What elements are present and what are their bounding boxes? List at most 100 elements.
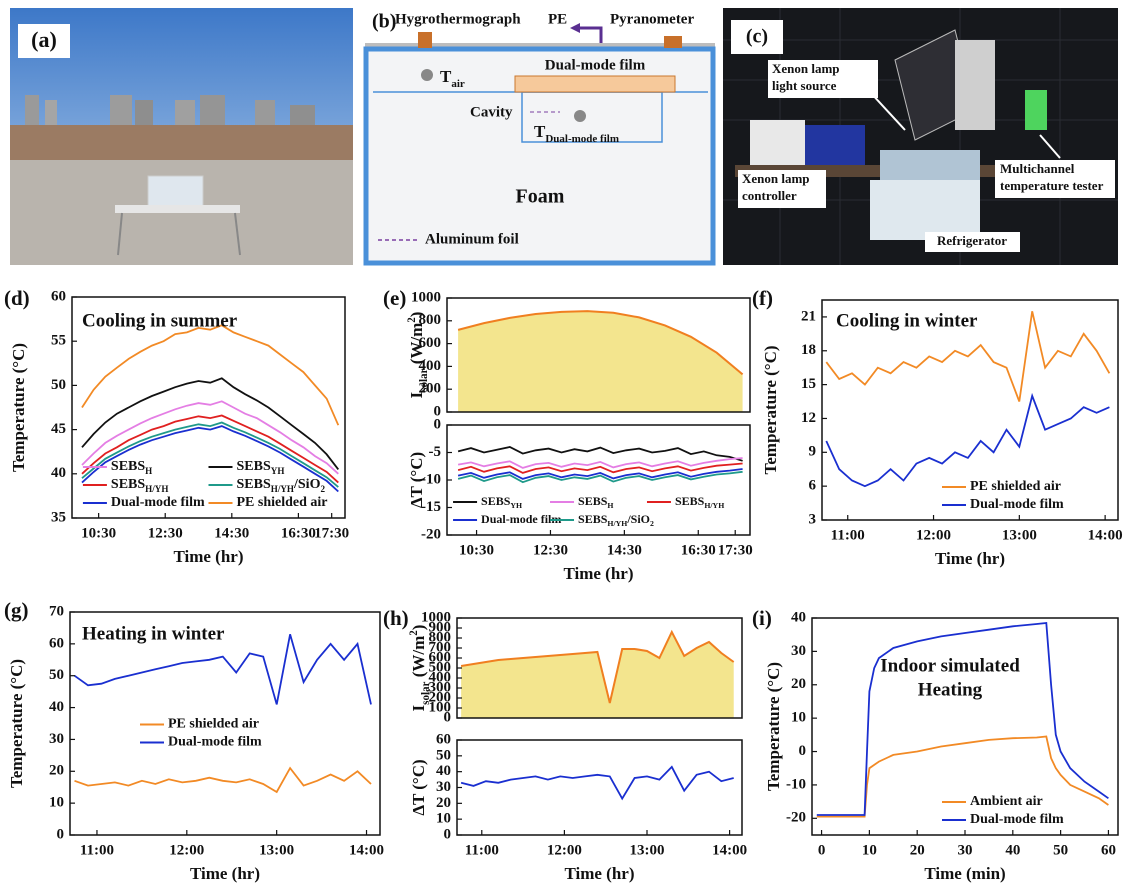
text-part: (W/m	[409, 636, 428, 682]
text-part: YH	[510, 501, 522, 510]
y-tick-label: 10	[436, 811, 451, 827]
x-tick-label: 14:30	[214, 525, 249, 541]
x-tick-label: 13:00	[259, 842, 294, 858]
panel-label: (f)	[752, 286, 773, 310]
x-tick-label: 14:00	[712, 842, 747, 858]
label: Pyranometer	[610, 11, 694, 27]
text-part: PE shielded air	[970, 479, 1061, 494]
label: light source	[772, 78, 837, 93]
line	[460, 765, 734, 801]
label: controller	[742, 188, 797, 203]
y-tick-label: 40	[791, 609, 806, 625]
text-part: H	[145, 466, 152, 476]
label: Tair	[440, 67, 465, 90]
y-tick-label: 3	[809, 511, 817, 527]
x-tick-label: 12:30	[148, 525, 183, 541]
y-tick-label: 300	[429, 679, 452, 695]
text-part: SEBS	[675, 494, 705, 508]
text-part: SEBS	[237, 477, 271, 492]
y-axis-label: Temperature (°C)	[9, 343, 28, 472]
x-axis-label: Time (hr)	[564, 864, 634, 883]
y-tick-label: -10	[786, 776, 806, 792]
line	[457, 462, 743, 474]
x-tick-label: 11:00	[831, 527, 865, 543]
y-tick-label: 800	[419, 312, 442, 328]
text-part: solar	[420, 681, 432, 704]
panel-label: (i)	[752, 606, 772, 630]
text-part: H	[607, 501, 613, 510]
label: Aluminum foil	[425, 231, 519, 247]
annotation: Cooling in winter	[836, 310, 978, 331]
plot-frame	[446, 297, 751, 413]
y-axis-label: ΔT (°C)	[407, 452, 426, 508]
y-tick-label: 30	[49, 731, 64, 747]
area	[458, 311, 743, 412]
text-part: H/YH	[704, 501, 724, 510]
text-part: Dual-mode film	[481, 512, 561, 526]
x-tick-label: 60	[1101, 842, 1116, 858]
legend-label: PE shielded air	[970, 479, 1061, 494]
y-tick-label: 800	[429, 629, 452, 645]
x-axis-label: Time (min)	[924, 864, 1005, 883]
y-tick-label: 10	[49, 795, 64, 811]
label: TDual-mode film	[534, 122, 619, 145]
label: Foam	[516, 186, 565, 208]
line	[81, 377, 340, 470]
text-part: I	[407, 391, 426, 398]
y-tick-label: 0	[57, 826, 65, 842]
label: Xenon lamp	[772, 61, 840, 76]
text-part: SEBS	[578, 494, 608, 508]
legend-label: SEBSH/YH/SiO2	[578, 512, 654, 529]
y-tick-label: -20	[421, 526, 441, 542]
annotation: Cooling in summer	[82, 310, 238, 331]
y-tick-label: 12	[801, 410, 816, 426]
legend-label: Dual-mode film	[168, 735, 262, 750]
label: Xenon lamp	[742, 171, 810, 186]
line	[825, 311, 1111, 402]
line	[816, 735, 1109, 818]
y-tick-label: 0	[434, 416, 442, 432]
plot-frame	[69, 611, 381, 836]
y-tick-label: 35	[51, 509, 66, 525]
y-tick-label: 1000	[411, 289, 441, 305]
y-tick-label: 50	[436, 747, 451, 763]
legend-label: SEBSYH	[481, 494, 522, 511]
line	[81, 414, 339, 484]
text-part: /SiO	[626, 512, 650, 526]
legend-label: SEBSH	[111, 459, 152, 476]
legend-label: SEBSH	[578, 494, 613, 511]
x-tick-label: 0	[818, 842, 826, 858]
y-tick-label: 900	[429, 619, 452, 635]
x-axis-label: Time (hr)	[173, 547, 243, 566]
y-tick-label: 9	[809, 444, 817, 460]
label: Dual-mode film	[545, 57, 646, 73]
legend-label: SEBSYH	[237, 459, 285, 476]
text-part: solar	[418, 368, 430, 391]
x-axis-label: Time (hr)	[935, 549, 1005, 568]
y-tick-label: 18	[801, 342, 816, 358]
y-tick-label: -15	[421, 499, 441, 515]
y-tick-label: 45	[51, 421, 66, 437]
x-tick-label: 16:30	[681, 542, 716, 558]
line	[457, 457, 743, 469]
legend-label: Dual-mode film	[970, 497, 1064, 512]
y-tick-label: 20	[436, 795, 451, 811]
legend-label: SEBSH/YH	[111, 477, 169, 494]
label: Hygrothermograph	[395, 11, 521, 27]
x-tick-label: 11:00	[465, 842, 499, 858]
y-axis-label: Isolar (W/m2)	[408, 625, 432, 712]
x-tick-label: 14:00	[349, 842, 384, 858]
text-part: Dual-mode film	[111, 495, 205, 510]
legend-label: PE shielded air	[237, 495, 328, 510]
x-tick-label: 12:00	[916, 527, 951, 543]
x-tick-label: 30	[958, 842, 973, 858]
text-part: PE shielded air	[168, 717, 259, 732]
chart: 0 10 20 30 40 50 60 70 11:00 12:00 13:00 14:00 Time …	[4, 598, 384, 883]
chart: -20 -15 -10 -5 0 10:30 12:30 14:30 16:30 17:30 Tim…	[407, 416, 753, 582]
y-tick-label: 10	[791, 710, 806, 726]
panel-label: (c)	[746, 26, 768, 48]
plot-frame	[456, 739, 743, 836]
y-tick-label: 400	[429, 669, 452, 685]
legend-label: Ambient air	[970, 794, 1043, 809]
